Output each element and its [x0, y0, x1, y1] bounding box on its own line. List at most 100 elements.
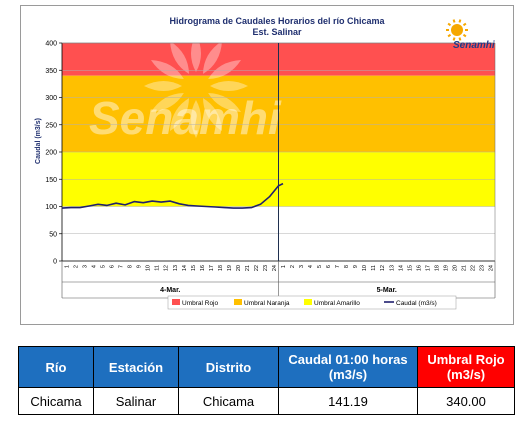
x-tick-label: 3 [83, 265, 89, 268]
x-tick-label: 14 [182, 265, 188, 271]
x-tick-label: 1 [281, 265, 287, 268]
x-tick-label: 16 [416, 265, 422, 271]
y-tick-label: 150 [45, 177, 57, 184]
legend-swatch [172, 299, 180, 305]
logo-ray [447, 33, 452, 38]
x-tick-label: 23 [479, 265, 485, 271]
watermark-ray [150, 60, 184, 79]
x-tick-label: 7 [335, 265, 341, 268]
x-tick-label: 5 [317, 265, 323, 268]
chart-frame: Senamhi 0 50 100 150 200 250 300 350 400 1 2 3 4 5 6 7 8… [20, 5, 514, 325]
x-tick-label: 11 [155, 265, 161, 271]
y-axis-label: Caudal (m3/s) [35, 118, 42, 164]
x-tick-label: 9 [137, 265, 143, 268]
watermark-ray [191, 34, 201, 72]
day-label: 4-Mar. [160, 287, 180, 294]
legend-label: Umbral Naranja [244, 300, 290, 307]
header-caudal-line2: (m3/s) [328, 367, 368, 382]
x-tick-label: 2 [290, 265, 296, 268]
x-tick-label: 23 [263, 265, 269, 271]
watermark-ray [208, 60, 242, 79]
y-tick-label: 200 [45, 150, 57, 157]
x-tick-label: 12 [164, 265, 170, 271]
watermark-ray [170, 98, 189, 132]
x-tick-label: 24 [272, 265, 278, 271]
cell-umbral: 340.00 [417, 387, 515, 415]
series-line-caudal [61, 182, 284, 209]
legend-label: Umbral Rojo [182, 300, 219, 307]
x-tick-label: 3 [299, 265, 305, 268]
header-caudal-line1: Caudal 01:00 horas [288, 352, 408, 367]
logo-ray [447, 22, 452, 27]
x-tick-label: 20 [452, 265, 458, 271]
logo-ray [462, 33, 467, 38]
legend-swatch [304, 299, 312, 305]
y-tick-label: 250 [45, 122, 57, 129]
table-row: Chicama Salinar Chicama 141.19 340.00 [18, 387, 515, 415]
chart-subtitle: Est. Salinar [252, 27, 302, 37]
x-tick-label: 2 [74, 265, 80, 268]
x-tick-label: 4 [92, 265, 98, 268]
x-tick-label: 10 [362, 265, 368, 271]
x-tick-label: 18 [434, 265, 440, 271]
y-tick-label: 400 [45, 41, 57, 48]
x-tick-label: 6 [326, 265, 332, 268]
x-tick-label: 10 [146, 265, 152, 271]
x-tick-label: 11 [371, 265, 377, 271]
x-tick-label: 9 [353, 265, 359, 268]
watermark-ray [210, 81, 248, 91]
x-tick-label: 22 [470, 265, 476, 271]
watermark-ray [170, 40, 189, 74]
header-distrito: Distrito [178, 346, 279, 388]
cell-distrito: Chicama [178, 387, 279, 415]
chart-title: Hidrograma de Caudales Horarios del río … [169, 16, 385, 26]
logo-ray [458, 19, 462, 23]
x-tick-label: 15 [191, 265, 197, 271]
legend-label: Umbral Amarillo [314, 300, 360, 307]
watermark-ray [203, 40, 222, 74]
header-umbral-rojo: Umbral Rojo (m3/s) [417, 346, 515, 388]
x-tick-label: 1 [65, 265, 71, 268]
watermark: Senamhi [89, 34, 282, 144]
logo-ray [452, 19, 456, 23]
logo-ray [458, 37, 462, 41]
x-tick-label: 19 [227, 265, 233, 271]
senamhi-logo: Senamhi [446, 19, 495, 51]
legend-label: Caudal (m3/s) [396, 300, 437, 307]
day-label: 5-Mar. [377, 287, 397, 294]
x-tick-label: 17 [425, 265, 431, 271]
x-tick-label: 24 [488, 265, 494, 271]
logo-text: Senamhi [453, 40, 495, 51]
y-tick-label: 300 [45, 95, 57, 102]
x-tick-label: 22 [254, 265, 260, 271]
legend: Umbral Rojo Umbral Naranja Umbral Amarillo… [167, 295, 457, 310]
logo-ray [452, 37, 456, 41]
y-tick-label: 0 [53, 259, 57, 266]
header-umbral-line1: Umbral Rojo [427, 352, 505, 367]
x-tick-label: 13 [173, 265, 179, 271]
watermark-ray [203, 98, 222, 132]
x-tick-label: 7 [119, 265, 125, 268]
y-tick-label: 100 [45, 204, 57, 211]
data-table: Río Estación Distrito Caudal 01:00 horas… [18, 346, 515, 415]
x-tick-label: 17 [209, 265, 215, 271]
logo-ray [462, 22, 467, 27]
x-tick-label: 12 [380, 265, 386, 271]
x-tick-label: 8 [128, 265, 134, 268]
cell-rio: Chicama [18, 387, 94, 415]
x-tick-label: 5 [101, 265, 107, 268]
y-tick-label: 350 [45, 68, 57, 75]
x-tick-label: 18 [218, 265, 224, 271]
x-tick-label: 4 [308, 265, 314, 268]
header-caudal: Caudal 01:00 horas (m3/s) [278, 346, 418, 388]
x-tick-label: 19 [443, 265, 449, 271]
header-umbral-line2: (m3/s) [446, 367, 486, 382]
watermark-ray [191, 100, 201, 138]
header-estacion: Estación [93, 346, 179, 388]
x-tick-label: 8 [344, 265, 350, 268]
y-tick-label: 50 [49, 231, 57, 238]
x-tick-label: 20 [236, 265, 242, 271]
x-tick-label: 21 [461, 265, 467, 271]
x-tick-label: 15 [407, 265, 413, 271]
